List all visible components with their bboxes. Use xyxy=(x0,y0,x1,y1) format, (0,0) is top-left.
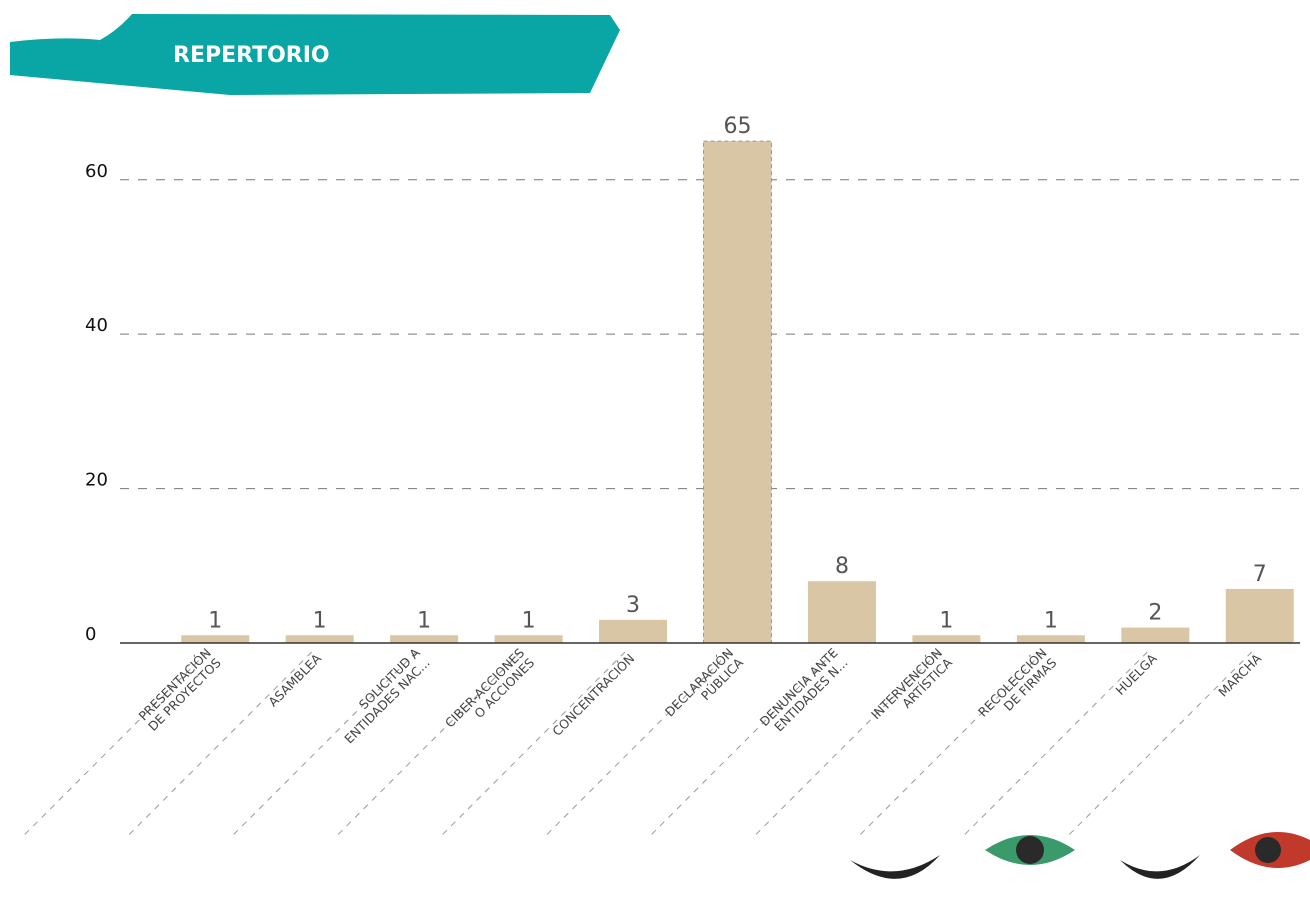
value-label: 65 xyxy=(724,114,752,139)
x-tick-label: PRESENTACIÓNDE PROYECTOS xyxy=(135,645,224,734)
value-label: 8 xyxy=(835,554,849,579)
value-label: 1 xyxy=(939,608,953,633)
bar xyxy=(390,635,458,643)
chart-title: REPERTORIO xyxy=(173,43,330,68)
y-tick-label: 60 xyxy=(85,161,108,182)
x-tick-label: RECOLECCIÓNDE FIRMAS xyxy=(975,645,1059,729)
bar xyxy=(704,141,772,643)
bar xyxy=(1121,628,1189,643)
y-tick-label: 0 xyxy=(85,624,96,645)
value-label: 3 xyxy=(626,593,640,618)
x-tick-label: HUELGA xyxy=(1113,650,1160,697)
bar xyxy=(286,635,354,643)
x-tick-label: DECLARACIÓNPÚBLICA xyxy=(662,645,747,730)
x-tick-label: CIBER-ACCIONESO ACCIONES xyxy=(442,645,537,740)
y-tick-label: 40 xyxy=(85,315,108,336)
x-tick-label: MARCHA xyxy=(1215,650,1264,699)
x-tick-label: DENUNCIA ANTEENTIDADES N... xyxy=(757,645,851,739)
bar xyxy=(599,620,667,643)
value-label: 1 xyxy=(1044,608,1058,633)
x-tick-label: CONCENTRACIÓN xyxy=(549,651,637,739)
value-label: 1 xyxy=(522,608,536,633)
x-tick-label: INTERVENCIÓNARTÍSTICA xyxy=(868,645,955,732)
value-label: 1 xyxy=(208,608,222,633)
bar xyxy=(912,635,980,643)
bar xyxy=(808,581,876,643)
bar xyxy=(495,635,563,643)
value-label: 7 xyxy=(1253,562,1267,587)
bar xyxy=(1226,589,1294,643)
bar xyxy=(181,635,249,643)
x-tick-label: ASAMBLEA xyxy=(265,650,324,709)
eye-decorations xyxy=(850,832,1310,879)
value-label: 2 xyxy=(1148,601,1162,626)
x-tick-label: SOLICITUD AENTIDADES NAC... xyxy=(331,645,433,747)
value-label: 1 xyxy=(417,608,431,633)
bar xyxy=(1017,635,1085,643)
y-tick-label: 20 xyxy=(85,470,108,491)
value-label: 1 xyxy=(313,608,327,633)
chart: REPERTORIO 0 20 40 60 1 PRESENTACIÓNDE PROYEC… xyxy=(0,0,1310,915)
